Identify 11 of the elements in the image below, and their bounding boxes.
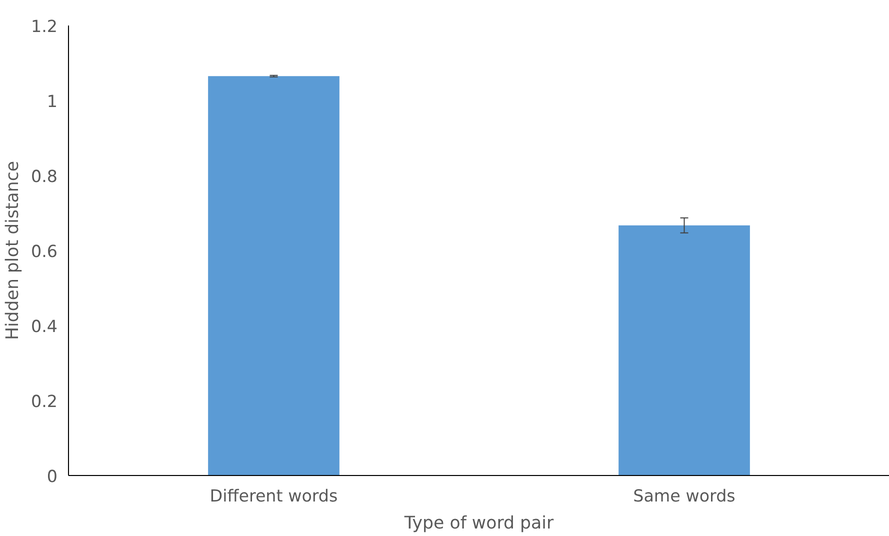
y-tick-label: 0.8 xyxy=(31,167,58,186)
y-tick-label: 0.4 xyxy=(31,317,58,336)
y-axis-title: Hidden plot distance xyxy=(3,160,24,340)
y-tick-label: 0.6 xyxy=(31,242,58,261)
x-tick-label: Same words xyxy=(633,486,736,506)
x-axis-title: Type of word pair xyxy=(403,514,554,534)
y-tick-label: 0 xyxy=(46,467,58,486)
y-tick-label: 1.2 xyxy=(31,17,58,36)
y-tick-label: 0.2 xyxy=(31,392,58,411)
x-tick-label: Different words xyxy=(210,486,338,506)
y-tick-label: 1 xyxy=(46,92,58,111)
